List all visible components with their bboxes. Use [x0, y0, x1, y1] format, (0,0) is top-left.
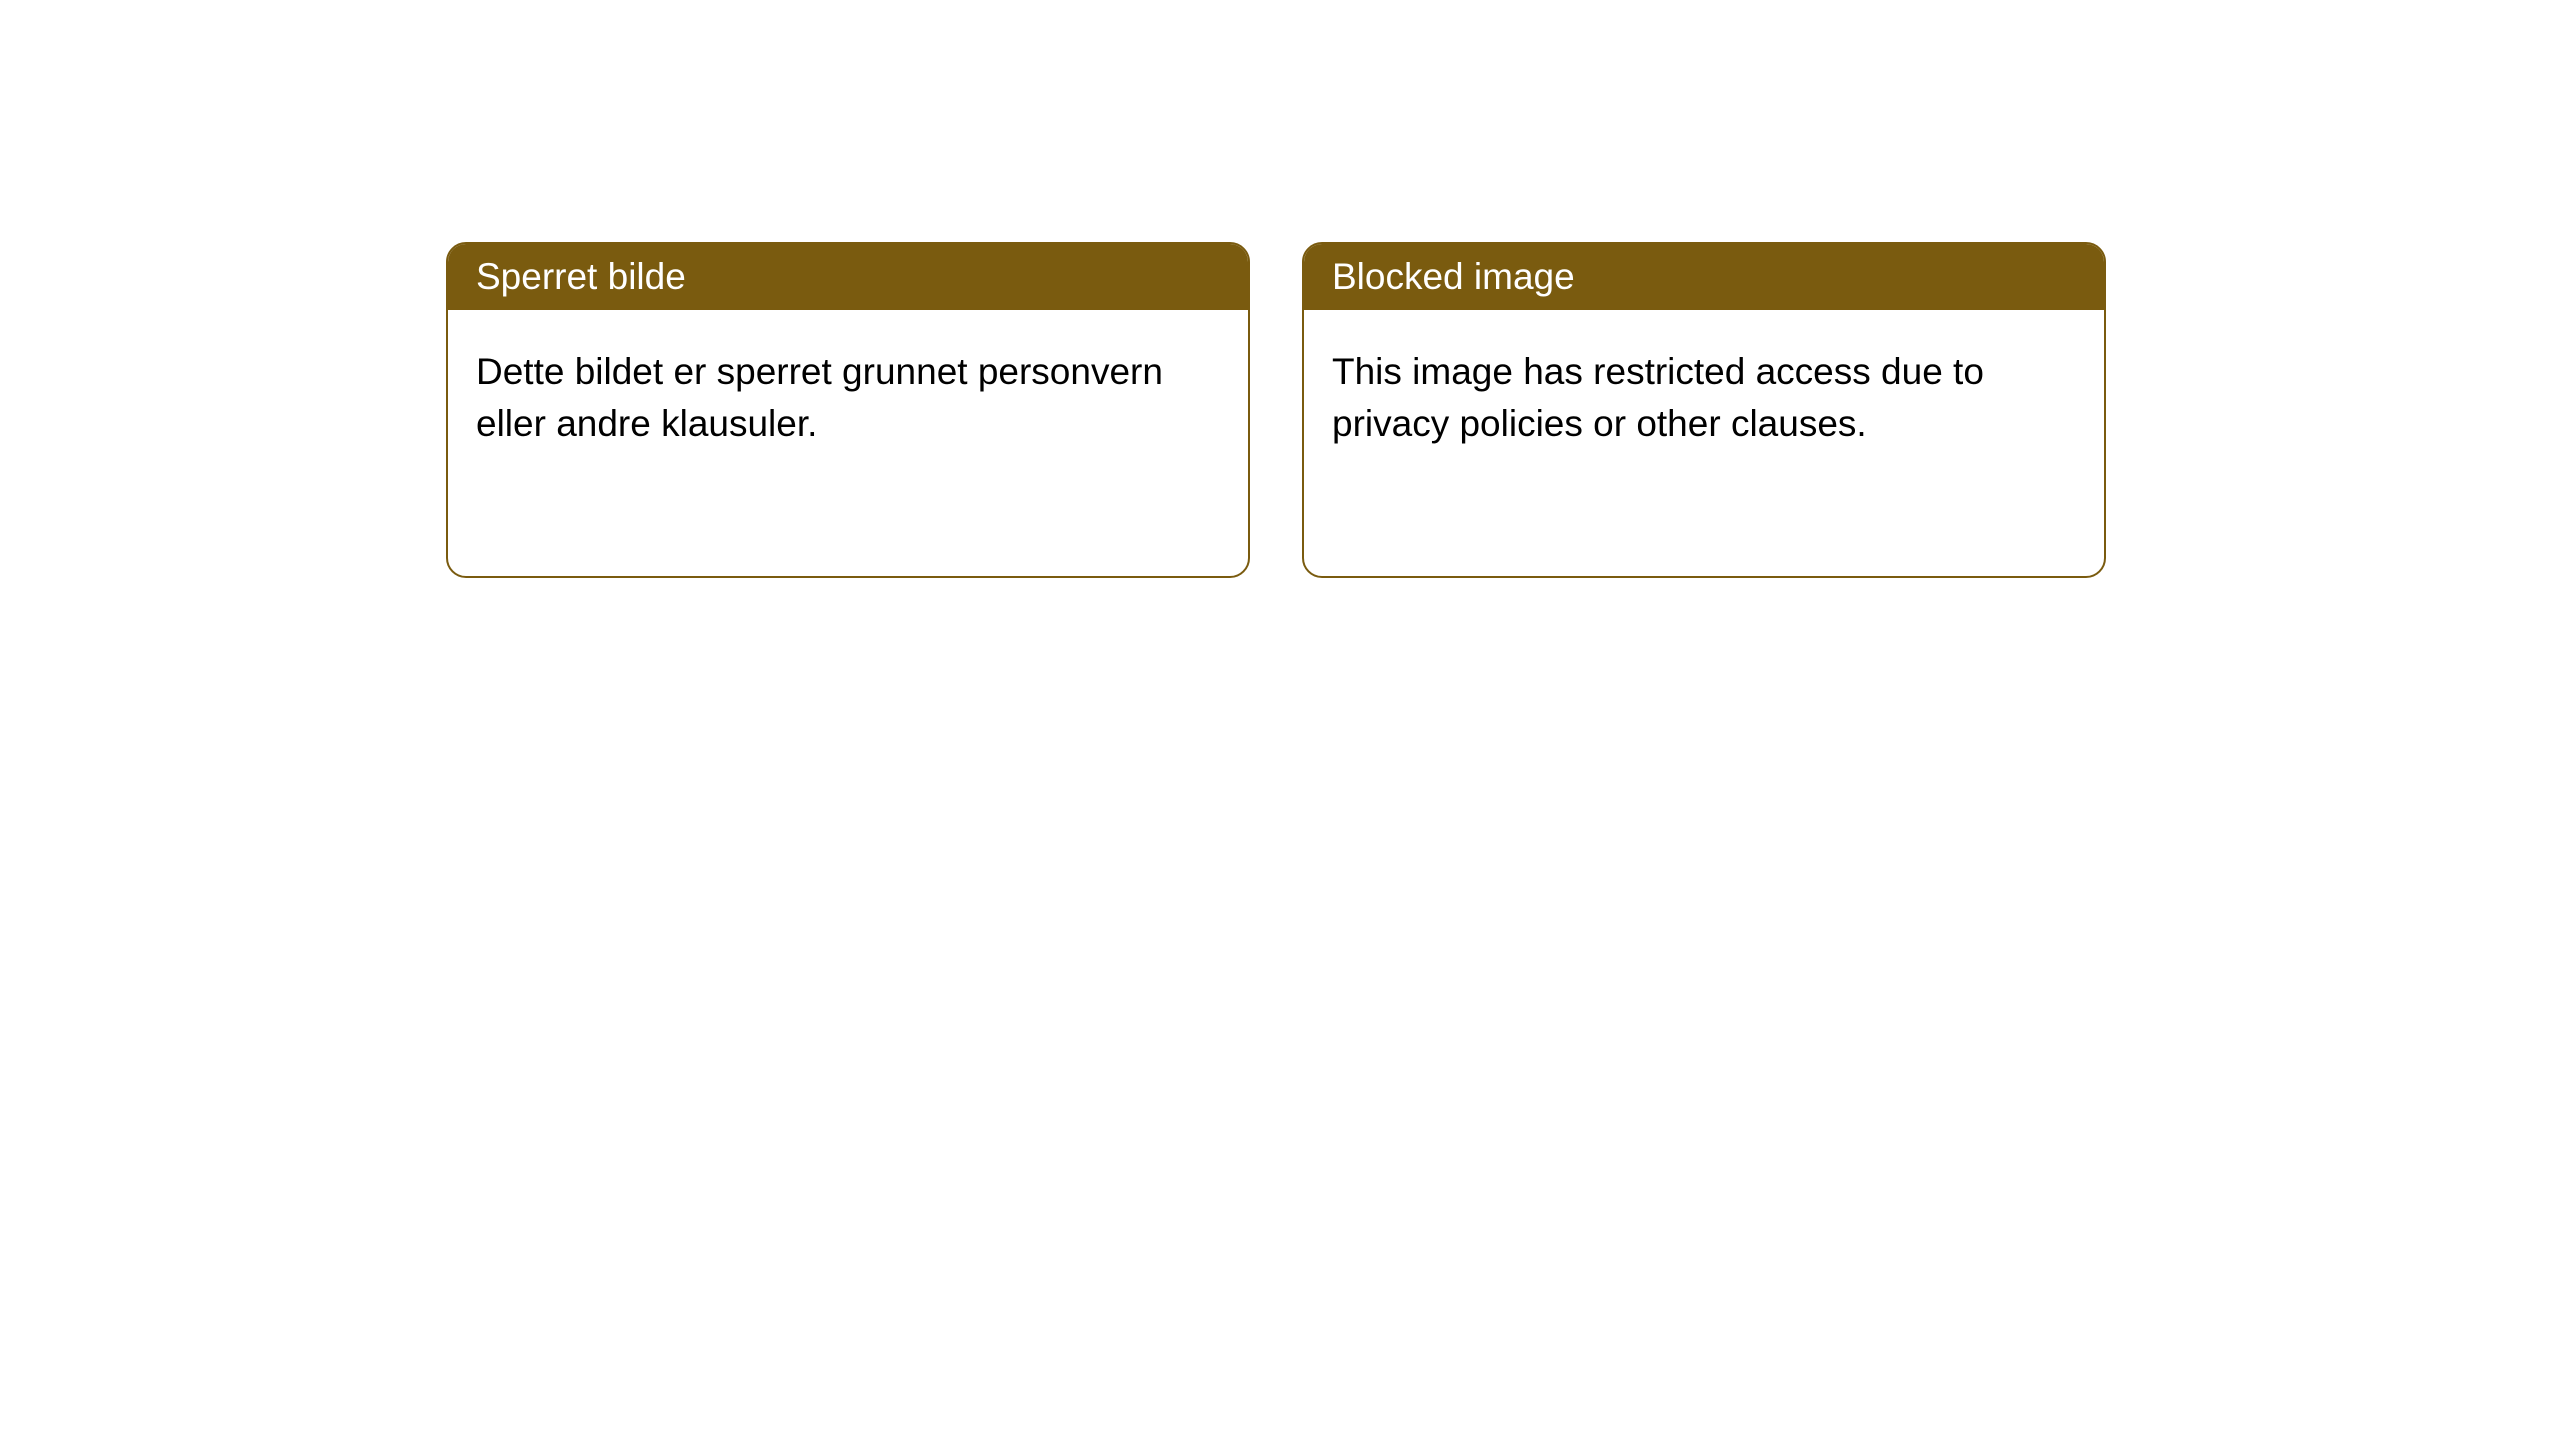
- notice-container: Sperret bilde Dette bildet er sperret gr…: [0, 0, 2560, 578]
- card-title-no: Sperret bilde: [476, 256, 686, 297]
- blocked-image-card-en: Blocked image This image has restricted …: [1302, 242, 2106, 578]
- card-message-en: This image has restricted access due to …: [1332, 351, 1984, 444]
- card-header-en: Blocked image: [1304, 244, 2104, 310]
- card-header-no: Sperret bilde: [448, 244, 1248, 310]
- card-body-no: Dette bildet er sperret grunnet personve…: [448, 310, 1248, 486]
- blocked-image-card-no: Sperret bilde Dette bildet er sperret gr…: [446, 242, 1250, 578]
- card-title-en: Blocked image: [1332, 256, 1575, 297]
- card-body-en: This image has restricted access due to …: [1304, 310, 2104, 486]
- card-message-no: Dette bildet er sperret grunnet personve…: [476, 351, 1163, 444]
